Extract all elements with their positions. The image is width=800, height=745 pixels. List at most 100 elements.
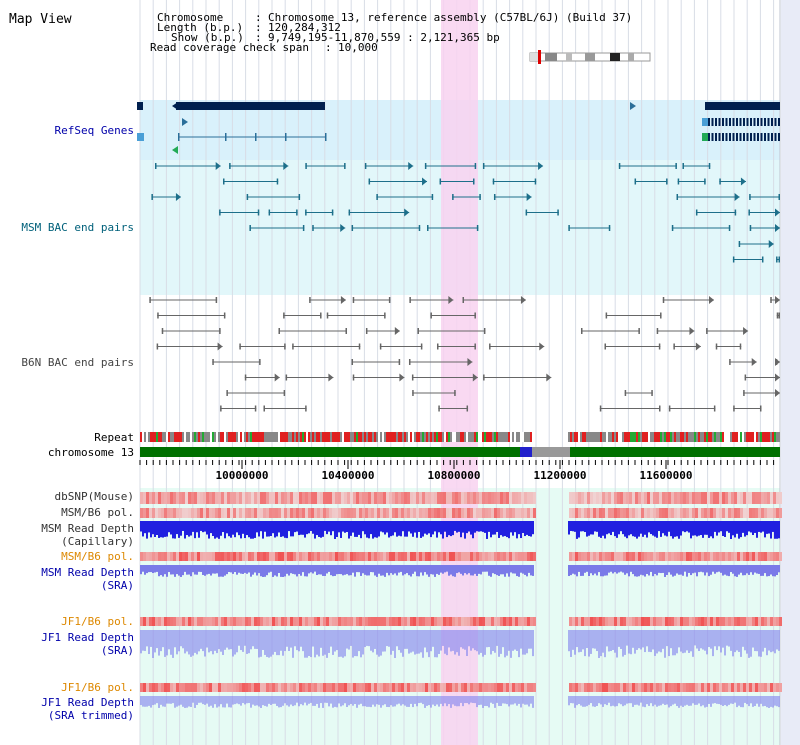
heat-cell [503, 617, 506, 626]
heat-cell [734, 508, 737, 518]
heat-cell [719, 617, 722, 626]
heat-cell [263, 552, 266, 561]
track-label-msm-bac[interactable]: MSM BAC end pairs [21, 221, 134, 234]
heat-cell [452, 552, 455, 561]
depth-bar [392, 630, 394, 651]
depth-bar [762, 696, 764, 707]
heat-cell [593, 617, 596, 626]
depth-bar [594, 630, 596, 649]
repeat-segment [634, 432, 636, 442]
depth-bar [322, 630, 324, 656]
heat-cell [659, 617, 662, 626]
depth-bar [200, 521, 202, 531]
repeat-segment [362, 432, 364, 442]
gene-exon [753, 118, 756, 126]
depth-bar [332, 696, 334, 708]
heat-cell [464, 552, 467, 561]
depth-bar [300, 630, 302, 647]
depth-bar [572, 696, 574, 704]
depth-bar [506, 521, 508, 538]
heat-cell [527, 617, 530, 626]
heat-cell [617, 508, 620, 518]
depth-bar [718, 565, 720, 572]
heat-cell [191, 552, 194, 561]
gene-exon [736, 133, 738, 141]
heat-cell [770, 508, 773, 518]
depth-bar [486, 565, 488, 572]
refseq-genes-track[interactable] [137, 102, 780, 154]
heat-cell [524, 552, 527, 561]
depth-bar [500, 521, 502, 536]
repeat-segment [722, 432, 724, 442]
heat-cell [344, 508, 347, 518]
depth-bar [642, 565, 644, 576]
depth-bar [574, 565, 576, 575]
heat-cell [638, 552, 641, 561]
bac-end-pairs-tracks[interactable] [149, 162, 780, 412]
track-label-refseq[interactable]: RefSeq Genes [55, 124, 134, 137]
bac-end [326, 312, 329, 319]
depth-bar [610, 630, 612, 652]
repeat-segment [422, 432, 424, 442]
depth-bar [478, 565, 480, 574]
depth-bar [590, 696, 592, 704]
heat-cell [389, 492, 392, 504]
repeat-segment [572, 432, 574, 442]
repeat-segment [732, 432, 734, 442]
depth-bar [320, 696, 322, 704]
heat-cell [251, 617, 254, 626]
depth-bar [722, 696, 724, 706]
heat-cell [401, 683, 404, 692]
depth-bar [376, 521, 378, 538]
depth-bar [214, 696, 216, 705]
depth-bar [358, 565, 360, 573]
heat-cell [641, 617, 644, 626]
heat-cell [287, 508, 290, 518]
depth-bar [188, 521, 190, 537]
depth-bar [758, 630, 760, 657]
depth-bar [622, 630, 624, 657]
heat-cell [314, 508, 317, 518]
heat-cell [578, 492, 581, 504]
depth-bar [572, 565, 574, 574]
repeat-segment [620, 432, 622, 442]
scale-tick-label: 11200000 [534, 469, 587, 482]
depth-bar [516, 521, 518, 539]
repeat-segment [662, 432, 664, 442]
heat-cell [452, 617, 455, 626]
depth-bar [154, 565, 156, 573]
depth-bar [284, 521, 286, 538]
depth-bar [336, 696, 338, 708]
track-label-b6n-bac[interactable]: B6N BAC end pairs [21, 356, 134, 369]
repeat-segment [374, 432, 376, 442]
chromosome-ideogram[interactable] [529, 50, 651, 64]
depth-bar [492, 630, 494, 651]
depth-bar [346, 630, 348, 649]
depth-bar [170, 521, 172, 535]
heat-cell [353, 683, 356, 692]
depth-bar [458, 565, 460, 573]
heat-cell [692, 508, 695, 518]
depth-bar [238, 630, 240, 646]
depth-bar [522, 565, 524, 574]
depth-bar [218, 565, 220, 577]
depth-bar [448, 521, 450, 536]
heat-cell [305, 508, 308, 518]
depth-bar [230, 696, 232, 708]
depth-bar [528, 630, 530, 649]
depth-bar [686, 630, 688, 651]
polymorphism-depth-tracks [140, 492, 782, 708]
track-label-msm-b6-pol-1: MSM/B6 pol. [61, 506, 134, 519]
depth-bar [640, 630, 642, 650]
depth-bar [334, 521, 336, 539]
heat-cell [608, 617, 611, 626]
heat-cell [482, 508, 485, 518]
bac-end [483, 328, 486, 334]
depth-bar [178, 696, 180, 706]
depth-bar [482, 630, 484, 657]
heat-cell [680, 492, 683, 504]
bac-end [157, 312, 159, 319]
heat-cell [356, 683, 359, 692]
track-label-repeat: Repeat [94, 431, 134, 444]
repeat-segment [382, 432, 384, 442]
